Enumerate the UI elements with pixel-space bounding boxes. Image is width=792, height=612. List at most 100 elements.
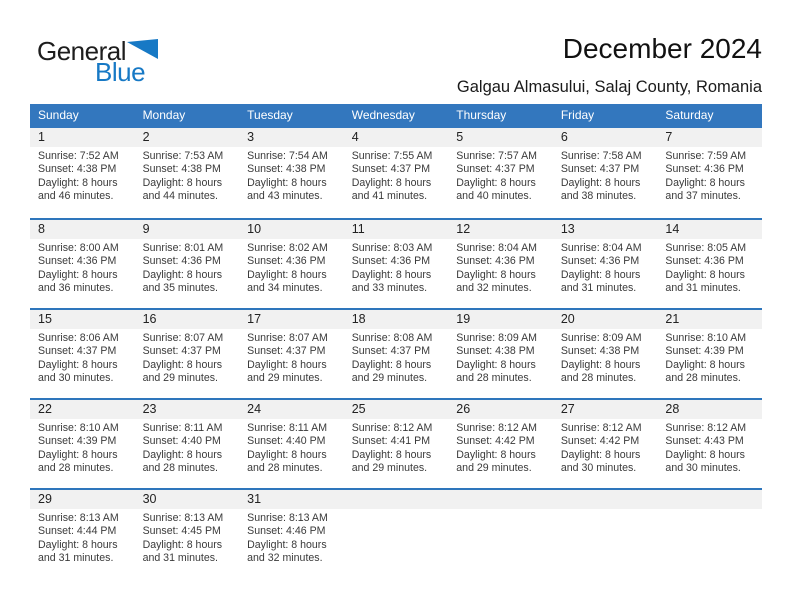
daylight-text: Daylight: 8 hours: [665, 448, 745, 461]
daylight-text: Daylight: 8 hours: [351, 448, 432, 461]
day-cell: 3 Sunrise: 7:54 AM Sunset: 4:38 PM Daylight…: [239, 128, 344, 218]
sunset-text: Sunset: 4:46 PM: [247, 525, 326, 538]
day-info: Sunrise: 8:08 AM Sunset: 4:37 PM Daylight:…: [344, 329, 449, 386]
daylight-minutes-text: and 33 minutes.: [351, 282, 428, 295]
daylight-text: Daylight: 8 hours: [247, 448, 327, 461]
day-info: Sunrise: 8:10 AM Sunset: 4:39 PM Daylight:…: [30, 419, 135, 476]
daylight-minutes-text: and 40 minutes.: [456, 190, 532, 203]
sunrise-text: Sunrise: 8:10 AM: [665, 332, 747, 344]
daylight-minutes-text: and 29 minutes.: [247, 372, 323, 385]
daylight-minutes-text: and 28 minutes.: [456, 372, 532, 385]
day-info: Sunrise: 8:07 AM Sunset: 4:37 PM Daylight:…: [135, 329, 240, 386]
daylight-text: Daylight: 8 hours: [142, 268, 223, 281]
day-cell: 21 Sunrise: 8:10 AM Sunset: 4:39 PM Dayligh…: [657, 310, 762, 398]
sunset-text: Sunset: 4:37 PM: [560, 163, 640, 176]
day-number: 12: [448, 220, 553, 239]
daylight-minutes-text: and 29 minutes.: [456, 462, 532, 475]
day-number: [657, 490, 762, 509]
day-cell: 25 Sunrise: 8:12 AM Sunset: 4:41 PM Dayligh…: [343, 400, 449, 488]
day-info: Sunrise: 8:09 AM Sunset: 4:38 PM Daylight:…: [448, 329, 553, 386]
sunrise-text: Sunrise: 7:54 AM: [247, 150, 328, 162]
day-info: Sunrise: 7:55 AM Sunset: 4:37 PM Daylight:…: [344, 147, 449, 204]
page-subtitle: Galgau Almasului, Salaj County, Romania: [456, 78, 762, 96]
sunset-text: Sunset: 4:36 PM: [38, 255, 117, 268]
sunset-text: Sunset: 4:37 PM: [456, 163, 535, 176]
day-info: Sunrise: 8:12 AM Sunset: 4:43 PM Daylight:…: [657, 419, 762, 476]
sunrise-text: Sunrise: 8:12 AM: [560, 422, 642, 434]
sunset-text: Sunset: 4:37 PM: [247, 345, 326, 358]
daylight-text: Daylight: 8 hours: [456, 268, 536, 281]
daylight-minutes-text: and 30 minutes.: [38, 372, 114, 385]
logo-text-blue: Blue: [95, 57, 146, 87]
daylight-text: Daylight: 8 hours: [351, 176, 432, 189]
day-number: 10: [239, 220, 344, 239]
daylight-minutes-text: and 30 minutes.: [560, 462, 637, 475]
logo-text-general: General: [37, 36, 127, 66]
day-number: 4: [343, 128, 449, 147]
sunrise-text: Sunrise: 8:11 AM: [142, 422, 223, 434]
day-number: 3: [239, 128, 344, 147]
sunset-text: Sunset: 4:37 PM: [38, 345, 117, 358]
day-cell: 30 Sunrise: 8:13 AM Sunset: 4:45 PM Dayligh…: [134, 490, 240, 578]
daylight-minutes-text: and 35 minutes.: [142, 282, 218, 295]
sunrise-text: Sunrise: 8:13 AM: [38, 512, 119, 524]
day-info: Sunrise: 8:07 AM Sunset: 4:37 PM Daylight:…: [239, 329, 344, 386]
day-info: Sunrise: 7:53 AM Sunset: 4:38 PM Daylight:…: [135, 147, 240, 204]
daylight-text: Daylight: 8 hours: [38, 538, 118, 551]
day-number: 2: [134, 128, 240, 147]
general-blue-logo: General Blue: [37, 36, 158, 88]
sunset-text: Sunset: 4:38 PM: [456, 345, 535, 358]
sunrise-text: Sunrise: 8:06 AM: [38, 332, 119, 344]
day-info: Sunrise: 8:05 AM Sunset: 4:36 PM Daylight:…: [657, 239, 762, 296]
sunset-text: Sunset: 4:38 PM: [38, 163, 117, 176]
weekday-label-monday: Monday: [142, 108, 186, 122]
daylight-minutes-text: and 36 minutes.: [38, 282, 114, 295]
sunrise-text: Sunrise: 8:00 AM: [38, 242, 119, 254]
day-number: 1: [30, 128, 135, 147]
day-cell: 22 Sunrise: 8:10 AM Sunset: 4:39 PM Dayligh…: [30, 400, 135, 488]
sunset-text: Sunset: 4:40 PM: [142, 435, 221, 448]
empty-cell: [343, 490, 449, 578]
sunrise-text: Sunrise: 7:53 AM: [142, 150, 224, 162]
daylight-minutes-text: and 32 minutes.: [247, 552, 323, 565]
daylight-text: Daylight: 8 hours: [665, 358, 745, 371]
calendar: Sunday Monday Tuesday Wednesday Thursday Frid…: [30, 104, 762, 578]
day-number: 18: [343, 310, 449, 329]
sunset-text: Sunset: 4:42 PM: [456, 435, 535, 448]
daylight-minutes-text: and 28 minutes.: [142, 462, 218, 475]
daylight-text: Daylight: 8 hours: [247, 538, 327, 551]
day-number: 22: [30, 400, 135, 419]
daylight-text: Daylight: 8 hours: [351, 358, 432, 371]
day-info: Sunrise: 7:52 AM Sunset: 4:38 PM Daylight:…: [30, 147, 135, 204]
daylight-text: Daylight: 8 hours: [665, 268, 745, 281]
day-cell: 10 Sunrise: 8:02 AM Sunset: 4:36 PM Dayligh…: [239, 220, 344, 308]
daylight-text: Daylight: 8 hours: [247, 268, 327, 281]
daylight-minutes-text: and 44 minutes.: [142, 190, 218, 203]
day-cell: 28 Sunrise: 8:12 AM Sunset: 4:43 PM Dayligh…: [657, 400, 762, 488]
day-cell: 26 Sunrise: 8:12 AM Sunset: 4:42 PM Dayligh…: [448, 400, 553, 488]
day-info: Sunrise: 8:11 AM Sunset: 4:40 PM Daylight:…: [239, 419, 344, 476]
day-number: 11: [343, 220, 449, 239]
sunrise-text: Sunrise: 7:57 AM: [456, 150, 537, 162]
day-cell: 1 Sunrise: 7:52 AM Sunset: 4:38 PM Daylight…: [30, 128, 135, 218]
day-number: [448, 490, 553, 509]
day-number: 6: [552, 128, 658, 147]
day-cell: 13 Sunrise: 8:04 AM Sunset: 4:36 PM Dayligh…: [552, 220, 658, 308]
day-number: 9: [134, 220, 240, 239]
daylight-text: Daylight: 8 hours: [142, 448, 223, 461]
empty-cell: [552, 490, 658, 578]
daylight-minutes-text: and 38 minutes.: [560, 190, 637, 203]
daylight-text: Daylight: 8 hours: [456, 176, 536, 189]
daylight-text: Daylight: 8 hours: [247, 358, 327, 371]
day-cell: 23 Sunrise: 8:11 AM Sunset: 4:40 PM Dayligh…: [134, 400, 240, 488]
sunrise-text: Sunrise: 8:13 AM: [142, 512, 224, 524]
daylight-text: Daylight: 8 hours: [38, 176, 118, 189]
day-number: 25: [343, 400, 449, 419]
day-cell: 7 Sunrise: 7:59 AM Sunset: 4:36 PM Daylight…: [657, 128, 762, 218]
day-info: Sunrise: 8:04 AM Sunset: 4:36 PM Daylight:…: [553, 239, 658, 296]
sunrise-text: Sunrise: 7:55 AM: [351, 150, 433, 162]
day-info: Sunrise: 8:06 AM Sunset: 4:37 PM Daylight:…: [30, 329, 135, 386]
week-row: 8 Sunrise: 8:00 AM Sunset: 4:36 PM Daylight…: [30, 218, 762, 308]
daylight-text: Daylight: 8 hours: [665, 176, 745, 189]
sunrise-text: Sunrise: 7:59 AM: [665, 150, 747, 162]
